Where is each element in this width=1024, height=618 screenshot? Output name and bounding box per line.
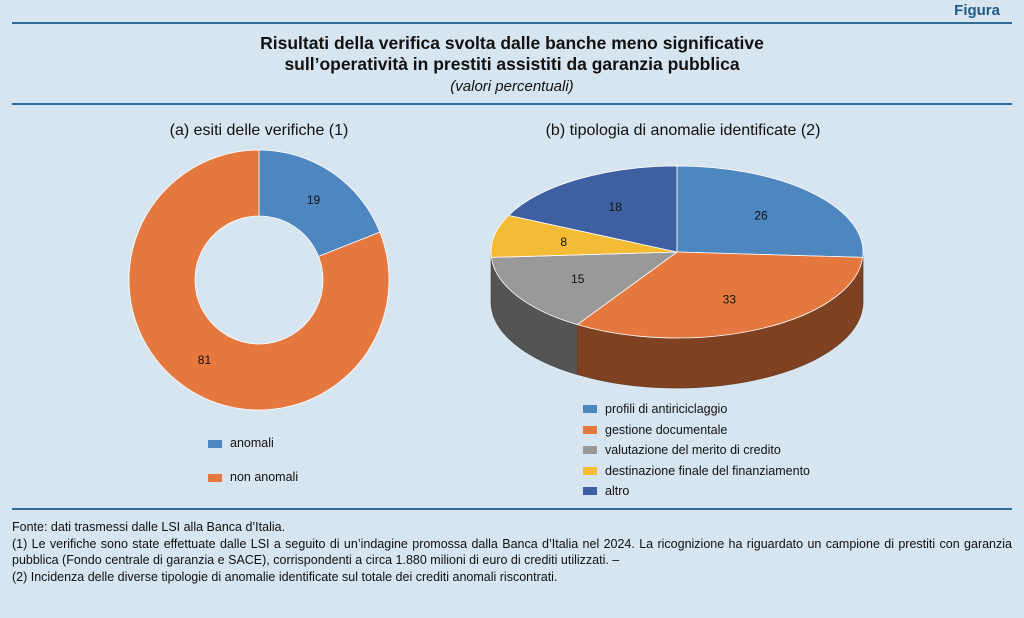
pie-slice (490, 251, 679, 326)
pie-data-label: 8 (560, 235, 567, 249)
title-line-1: Risultati della verifica svolta dalle ba… (260, 33, 764, 53)
legend-label: profili di antiriciclaggio (605, 402, 728, 417)
legend-item-gestione-documentale: gestione documentale (583, 420, 810, 441)
legend-label: non anomali (230, 470, 299, 484)
top-rule (12, 22, 1012, 24)
figure-tab-label: Figura (954, 2, 1000, 19)
figure-subtitle: (valori percentuali) (450, 78, 574, 95)
donut-data-label: 19 (307, 193, 321, 207)
donut-data-label: 81 (198, 353, 212, 367)
legend-item-altro: altro (583, 481, 810, 502)
donut-slice (128, 149, 390, 411)
figure-notes: Fonte: dati trasmessi dalle LSI alla Ban… (12, 519, 1012, 585)
footnote-2: (2) Incidenza delle diverse tipologie di… (12, 569, 558, 584)
notes-rule (12, 508, 1012, 510)
pie-legend: profili di antiriciclaggio gestione docu… (583, 399, 810, 502)
legend-item-non-anomali: non anomali (208, 470, 298, 504)
legend-label: destinazione finale del finanziamento (605, 463, 810, 478)
legend-swatch (583, 446, 597, 455)
legend-item-merito-credito: valutazione del merito di credito (583, 440, 810, 461)
legend-item-anomali: anomali (208, 436, 298, 470)
legend-swatch (208, 474, 222, 482)
figure-title: Risultati della verifica svolta dalle ba… (12, 33, 1012, 75)
legend-swatch (583, 405, 597, 414)
legend-swatch (583, 466, 597, 475)
legend-label: gestione documentale (605, 422, 728, 437)
donut-slice (258, 149, 381, 257)
title-rule (12, 103, 1012, 105)
legend-label: altro (605, 484, 630, 499)
legend-item-antiriciclaggio: profili di antiriciclaggio (583, 399, 810, 420)
legend-swatch (208, 440, 222, 448)
footnote-1: (1) Le verifiche sono state effettuate d… (12, 536, 1012, 568)
title-line-2: sull’operatività in prestiti assistiti d… (284, 54, 740, 74)
pie-slice (576, 251, 864, 339)
panel-a-title: (a) esiti delle verifiche (1) (169, 122, 349, 139)
donut-legend: anomali non anomali (208, 436, 298, 504)
legend-label: valutazione del merito di credito (605, 443, 781, 458)
source-note: Fonte: dati trasmessi dalle LSI alla Ban… (12, 520, 286, 534)
legend-item-destinazione-finale: destinazione finale del finanziamento (583, 461, 810, 482)
pie-slice (507, 165, 678, 253)
pie-data-label: 18 (609, 200, 623, 214)
pie-data-label: 33 (723, 293, 737, 307)
pie-slice (490, 214, 678, 258)
panel-b-title: (b) tipologia di anomalie identificate (… (545, 122, 821, 139)
pie-data-label: 26 (754, 208, 768, 222)
legend-swatch (583, 487, 597, 496)
pie-data-label: 15 (571, 272, 585, 286)
legend-label: anomali (230, 436, 274, 450)
legend-swatch (583, 425, 597, 434)
pie-slice (676, 165, 864, 258)
